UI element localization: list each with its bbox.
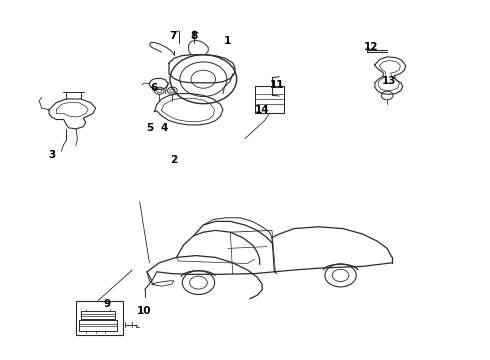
Text: 2: 2	[171, 155, 177, 165]
Text: 8: 8	[190, 31, 197, 41]
Bar	[76, 301, 122, 335]
Text: 9: 9	[103, 299, 110, 309]
Text: 5: 5	[146, 123, 153, 133]
Text: 14: 14	[255, 105, 270, 115]
Text: 6: 6	[151, 83, 158, 93]
Bar	[255, 86, 284, 113]
Text: 4: 4	[160, 123, 168, 133]
Text: 7: 7	[169, 31, 176, 41]
Text: 10: 10	[137, 306, 152, 316]
Text: 12: 12	[364, 42, 379, 52]
Text: 13: 13	[382, 76, 397, 86]
Text: 11: 11	[270, 80, 284, 90]
Text: 1: 1	[224, 36, 231, 46]
Text: 3: 3	[48, 150, 55, 160]
